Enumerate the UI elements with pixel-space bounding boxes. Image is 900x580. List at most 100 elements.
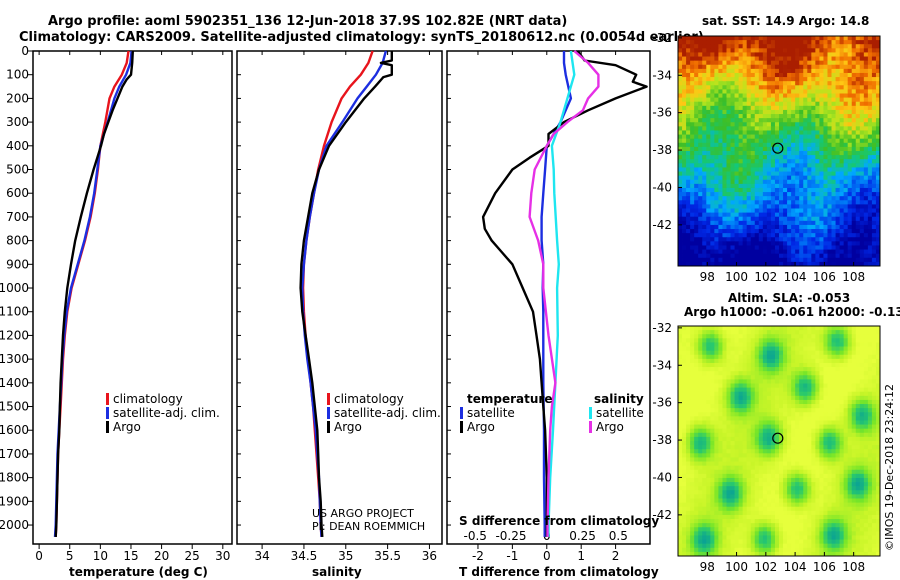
map-cell bbox=[738, 36, 744, 41]
map-cell bbox=[722, 89, 727, 94]
map-cell bbox=[867, 216, 873, 222]
map-cell bbox=[758, 449, 764, 454]
map-cell bbox=[682, 453, 687, 458]
map-cell bbox=[835, 436, 840, 442]
map-cell bbox=[851, 346, 857, 352]
map-cell bbox=[847, 358, 853, 364]
depth-tick-label: 800 bbox=[6, 234, 29, 248]
map-cell bbox=[859, 118, 865, 123]
map-cell bbox=[811, 126, 816, 131]
map-cell bbox=[811, 449, 816, 454]
map-cell bbox=[783, 179, 788, 185]
map-cell bbox=[726, 68, 731, 74]
map-cell bbox=[827, 171, 832, 177]
map-cell bbox=[722, 469, 727, 475]
map-cell bbox=[875, 200, 881, 205]
map-cell bbox=[819, 114, 824, 119]
map-cell bbox=[875, 449, 881, 454]
map-cell bbox=[750, 342, 756, 347]
map-cell bbox=[758, 383, 764, 389]
map-cell bbox=[726, 383, 731, 389]
map-cell bbox=[811, 93, 816, 99]
depth-tick-label: 1800 bbox=[0, 471, 29, 485]
map-cell bbox=[843, 155, 849, 160]
map-cell bbox=[851, 40, 857, 45]
map-cell bbox=[710, 346, 715, 352]
map-cell bbox=[726, 101, 731, 107]
map-cell bbox=[698, 72, 703, 78]
map-cell bbox=[770, 346, 776, 352]
map-cell bbox=[678, 371, 683, 376]
map-cell bbox=[871, 187, 877, 193]
map-cell bbox=[783, 358, 788, 364]
map-cell bbox=[754, 371, 760, 376]
map-cell bbox=[871, 404, 877, 409]
map-cell bbox=[807, 334, 812, 339]
map-cell bbox=[835, 249, 840, 255]
map-cell bbox=[863, 105, 869, 111]
map-cell bbox=[791, 461, 796, 467]
map-cell bbox=[774, 72, 780, 78]
map-cell bbox=[754, 44, 760, 49]
map-cell bbox=[787, 151, 792, 156]
map-cell bbox=[766, 362, 772, 368]
map-cell bbox=[779, 114, 784, 119]
map-cell bbox=[855, 138, 861, 144]
map-cell bbox=[698, 257, 703, 263]
map-cell bbox=[730, 212, 735, 218]
map-cell bbox=[863, 175, 869, 181]
map-cell bbox=[823, 167, 828, 172]
map-cell bbox=[686, 200, 691, 205]
map-cell bbox=[859, 399, 865, 405]
map-cell bbox=[718, 375, 723, 380]
map-cell bbox=[742, 237, 748, 242]
map-cell bbox=[710, 200, 715, 205]
map-cell bbox=[738, 367, 744, 372]
map-cell bbox=[754, 101, 760, 107]
map-cell bbox=[847, 424, 853, 430]
map-cell bbox=[690, 330, 695, 335]
map-cell bbox=[734, 346, 739, 352]
map-cell bbox=[730, 89, 735, 94]
legend-swatch-s-satellite bbox=[589, 407, 592, 419]
map-cell bbox=[867, 233, 873, 238]
map-cell bbox=[803, 428, 808, 434]
map-cell bbox=[831, 146, 836, 152]
map-cell bbox=[795, 358, 800, 364]
map-cell bbox=[722, 200, 727, 205]
map-cell bbox=[738, 48, 744, 53]
map-cell bbox=[815, 445, 820, 450]
map-cell bbox=[827, 155, 832, 160]
map-cell bbox=[706, 44, 711, 49]
map-cell bbox=[783, 224, 788, 230]
map-cell bbox=[799, 192, 804, 197]
map-cell bbox=[831, 387, 836, 393]
map-cell bbox=[706, 151, 711, 156]
map-cell bbox=[851, 412, 857, 417]
legend-swatch-t-satellite bbox=[460, 407, 463, 419]
map-cell bbox=[831, 233, 836, 238]
map-cell bbox=[819, 175, 824, 181]
map-cell bbox=[730, 482, 735, 487]
map-cell bbox=[686, 261, 691, 267]
map-cell bbox=[867, 261, 873, 267]
map-cell bbox=[678, 142, 683, 148]
map-cell bbox=[738, 387, 744, 393]
map-cell bbox=[827, 64, 832, 70]
map-cell bbox=[710, 326, 715, 331]
map-cell bbox=[779, 60, 784, 66]
map-cell bbox=[742, 375, 748, 380]
map-cell bbox=[863, 436, 869, 442]
map-cell bbox=[803, 134, 808, 140]
map-cell bbox=[718, 338, 723, 343]
map-cell bbox=[859, 109, 865, 115]
map-cell bbox=[827, 89, 832, 94]
map-cell bbox=[791, 375, 796, 380]
map-cell bbox=[787, 432, 792, 438]
map-cell bbox=[706, 383, 711, 389]
map-cell bbox=[718, 122, 723, 127]
map-cell bbox=[851, 118, 857, 123]
map-cell bbox=[742, 245, 748, 250]
map-cell bbox=[758, 167, 764, 172]
map-cell bbox=[795, 167, 800, 172]
